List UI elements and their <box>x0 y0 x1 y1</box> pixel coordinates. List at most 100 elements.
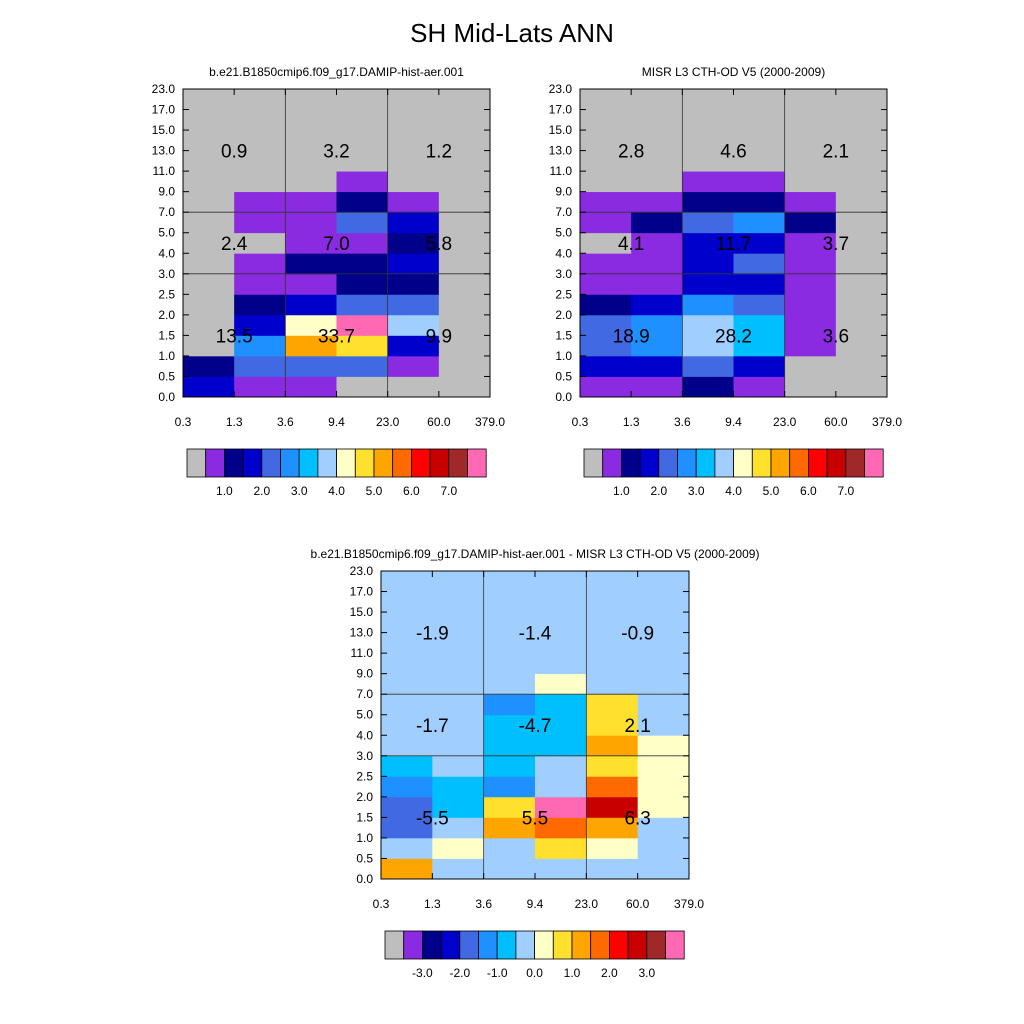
heatmap-cell <box>183 232 235 254</box>
heatmap-cell <box>784 130 837 151</box>
heatmap-cell <box>285 89 337 110</box>
heatmap-cell <box>183 150 235 172</box>
heatmap-cell <box>285 109 337 131</box>
heatmap-cell <box>535 735 587 757</box>
panel-title: b.e21.B1850cmip6.f09_g17.DAMIP-hist-aer.… <box>311 547 760 561</box>
y-tick-label: 17.0 <box>152 103 176 117</box>
colorbar-label: 4.0 <box>725 484 742 498</box>
y-tick-label: 2.5 <box>158 287 175 301</box>
heatmap-cell <box>580 273 632 295</box>
heatmap-cell <box>432 612 485 633</box>
colorbar-label: 6.0 <box>800 484 817 498</box>
heatmap-cell <box>835 355 888 377</box>
y-tick-label: 0.5 <box>356 851 373 865</box>
heatmap-cell <box>586 673 639 695</box>
heatmap-cell <box>234 314 286 336</box>
heatmap-cell <box>835 273 888 295</box>
heatmap-cell <box>535 571 587 592</box>
heatmap-cell <box>535 796 587 818</box>
heatmap-cell <box>381 817 433 839</box>
heatmap-cell <box>183 335 235 357</box>
colorbar-swatch <box>665 930 685 960</box>
heatmap-cell <box>336 376 389 398</box>
colorbar-swatch <box>186 448 207 478</box>
heatmap-cell <box>631 150 683 172</box>
heatmap-cell <box>784 171 837 193</box>
colorbar-swatch <box>826 448 847 478</box>
colorbar-swatch <box>677 448 697 478</box>
colorbar-swatch <box>602 448 622 478</box>
heatmap-cell <box>381 694 433 716</box>
heatmap-cell <box>535 612 587 633</box>
heatmap-cell <box>637 776 690 798</box>
colorbar-label: -1.0 <box>487 966 508 980</box>
heatmap-cell <box>835 232 888 254</box>
heatmap-cell <box>438 273 491 295</box>
heatmap-cell <box>483 673 536 695</box>
y-tick-label: 1.0 <box>356 831 373 845</box>
heatmap-cell <box>784 89 837 110</box>
y-tick-label: 1.5 <box>158 328 175 342</box>
heatmap-cell <box>580 130 632 151</box>
heatmap-cell <box>432 694 485 716</box>
colorbar-swatch <box>627 930 648 960</box>
heatmap-panel-3: b.e21.B1850cmip6.f09_g17.DAMIP-hist-aer.… <box>311 547 760 980</box>
heatmap-cell <box>438 376 491 398</box>
heatmap-cell <box>387 273 440 295</box>
heatmap-cell <box>234 335 286 357</box>
heatmap-cell <box>285 355 337 377</box>
heatmap-cell <box>586 735 639 757</box>
y-tick-label: 2.5 <box>555 287 572 301</box>
heatmap-cell <box>733 89 786 110</box>
panel-title: MISR L3 CTH-OD V5 (2000-2009) <box>642 65 825 79</box>
heatmap-cell <box>387 212 440 234</box>
colorbar-swatch <box>467 448 487 478</box>
heatmap-cell <box>535 694 587 716</box>
y-tick-label: 11.0 <box>351 646 374 660</box>
colorbar-swatch <box>658 448 678 478</box>
heatmap-cell <box>637 612 690 633</box>
heatmap-cell <box>631 294 683 316</box>
heatmap-cell <box>784 376 837 398</box>
x-tick-label: 3.6 <box>475 897 492 911</box>
y-tick-label: 2.0 <box>555 308 572 322</box>
heatmap-cell <box>285 212 337 234</box>
heatmap-cell <box>733 191 786 213</box>
heatmap-cell <box>438 294 491 316</box>
heatmap-cell <box>637 632 690 654</box>
colorbar-swatch <box>808 448 828 478</box>
heatmap-cell <box>381 858 433 880</box>
heatmap-cell <box>483 837 536 859</box>
heatmap-cell <box>586 571 639 592</box>
heatmap-cell <box>432 776 485 798</box>
heatmap-cell <box>631 232 683 254</box>
heatmap-cell <box>535 591 587 613</box>
colorbar-swatch <box>317 448 337 478</box>
colorbar-swatch <box>384 930 405 960</box>
block-value-label: 18.9 <box>613 326 650 347</box>
heatmap-cell <box>784 191 837 213</box>
heatmap-cell <box>835 335 888 357</box>
heatmap-cell <box>285 150 337 172</box>
heatmap-panel-2: MISR L3 CTH-OD V5 (2000-2009) 0.3 1.3 3.6 9.… <box>549 65 903 498</box>
heatmap-cell <box>234 171 286 193</box>
colorbar-swatch <box>354 448 375 478</box>
heatmap-cell <box>483 796 536 818</box>
heatmap-cell <box>285 376 337 398</box>
heatmap-cell <box>438 355 491 377</box>
block-value-label: 0.9 <box>221 142 247 163</box>
heatmap-cell <box>733 130 786 151</box>
heatmap-cell <box>637 673 690 695</box>
y-tick-label: 1.0 <box>555 349 572 363</box>
block-value-label: 2.8 <box>618 142 644 163</box>
heatmap-cell <box>637 653 690 675</box>
heatmap-cell <box>535 714 587 736</box>
heatmap-cell <box>631 191 683 213</box>
heatmap-cell <box>580 294 632 316</box>
heatmap-cell <box>586 796 639 818</box>
heatmap-cell <box>535 837 587 859</box>
colorbar-swatch <box>205 448 225 478</box>
heatmap-cell <box>580 191 632 213</box>
y-tick-label: 9.0 <box>158 185 175 199</box>
colorbar-swatch <box>639 448 660 478</box>
